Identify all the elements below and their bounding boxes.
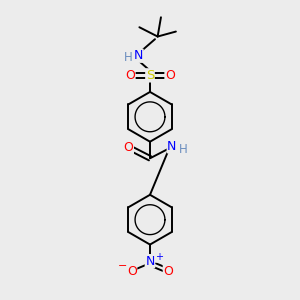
- Text: N: N: [134, 49, 143, 62]
- Text: −: −: [118, 261, 127, 271]
- Text: N: N: [167, 140, 177, 153]
- Text: S: S: [146, 69, 154, 82]
- Text: O: O: [163, 265, 173, 278]
- Text: +: +: [155, 252, 163, 262]
- Text: H: H: [123, 51, 132, 64]
- Text: O: O: [124, 141, 134, 154]
- Text: O: O: [165, 69, 175, 82]
- Text: O: O: [125, 69, 135, 82]
- Text: O: O: [127, 265, 137, 278]
- Text: N: N: [145, 255, 155, 268]
- Text: H: H: [179, 143, 188, 156]
